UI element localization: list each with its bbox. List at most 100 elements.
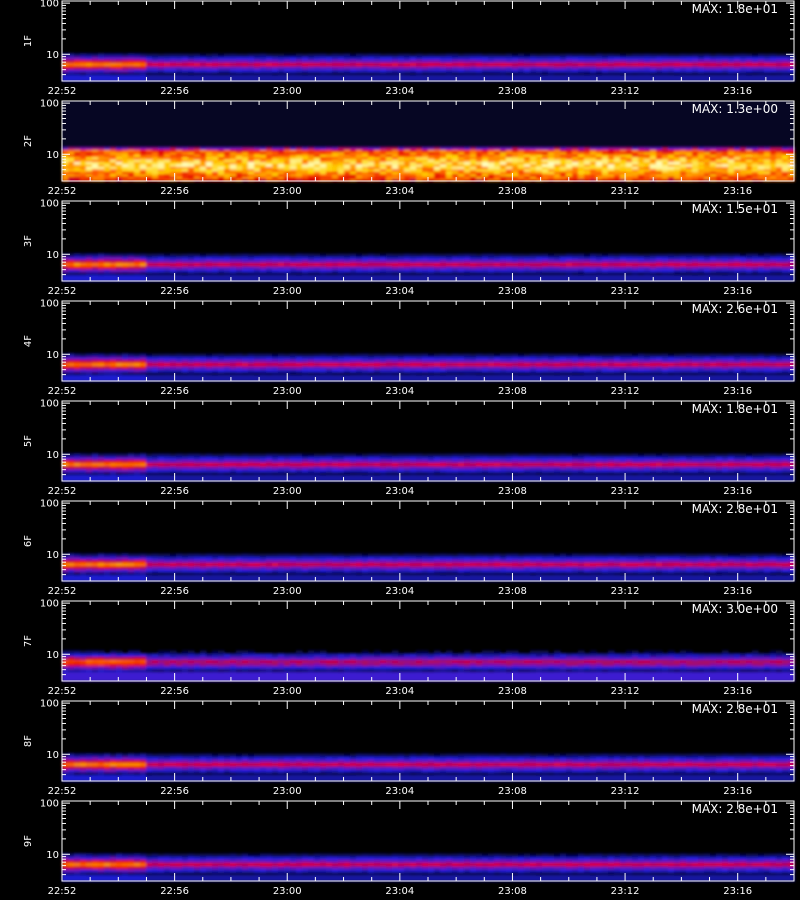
heatmap-cell bbox=[404, 77, 411, 82]
heatmap-cell bbox=[410, 146, 417, 150]
heatmap-cell bbox=[116, 359, 123, 364]
heatmap-cell bbox=[398, 353, 405, 357]
heatmap-cell bbox=[530, 62, 537, 67]
heatmap-cell bbox=[218, 53, 225, 57]
heatmap-cell bbox=[152, 154, 159, 158]
heatmap-cell bbox=[614, 277, 621, 282]
heatmap-cell bbox=[386, 268, 393, 273]
heatmap-cell bbox=[674, 271, 681, 276]
heatmap-cell bbox=[80, 71, 87, 76]
heatmap-cell bbox=[626, 173, 633, 177]
heatmap-cell bbox=[404, 176, 411, 180]
heatmap-cell bbox=[80, 377, 87, 382]
heatmap-cell bbox=[632, 62, 639, 67]
heatmap-cell bbox=[632, 271, 639, 276]
heatmap-cell bbox=[782, 68, 789, 73]
heatmap-cell bbox=[728, 74, 735, 79]
heatmap-cell bbox=[458, 71, 465, 76]
heatmap-cell bbox=[128, 265, 135, 270]
heatmap-cell bbox=[530, 168, 537, 172]
heatmap-cell bbox=[500, 353, 507, 357]
heatmap-cell bbox=[458, 159, 465, 162]
heatmap-cell bbox=[74, 159, 81, 162]
heatmap-cell bbox=[182, 173, 189, 177]
heatmap-cell bbox=[548, 277, 555, 282]
heatmap-cell bbox=[206, 65, 213, 70]
heatmap-cell bbox=[626, 256, 633, 260]
heatmap-cell bbox=[86, 56, 93, 60]
heatmap-cell bbox=[104, 163, 111, 167]
heatmap-cell bbox=[608, 173, 615, 177]
heatmap-cell bbox=[542, 151, 549, 155]
heatmap-cell bbox=[410, 168, 417, 172]
heatmap-cell bbox=[632, 149, 639, 153]
heatmap-cell bbox=[266, 161, 273, 165]
heatmap-cell bbox=[308, 265, 315, 270]
heatmap-cell bbox=[260, 77, 267, 82]
heatmap-cell bbox=[398, 65, 405, 70]
heatmap-cell bbox=[410, 173, 417, 177]
heatmap-cell bbox=[266, 259, 273, 264]
heatmap-cell bbox=[374, 377, 381, 382]
heatmap-cell bbox=[578, 53, 585, 57]
heatmap-cell bbox=[362, 77, 369, 82]
heatmap-cell bbox=[116, 256, 123, 260]
heatmap-cell bbox=[230, 259, 237, 264]
heatmap-cell bbox=[338, 377, 345, 382]
heatmap-cell bbox=[254, 166, 261, 170]
heatmap-cell bbox=[98, 259, 105, 264]
heatmap-cell bbox=[128, 154, 135, 158]
heatmap-cell bbox=[506, 268, 513, 273]
heatmap-cell bbox=[632, 256, 639, 260]
x-axis: 22:52 22:56 23:00 23:04 23:08 23:12 23:16 bbox=[48, 101, 795, 197]
heatmap-cell bbox=[398, 159, 405, 162]
heatmap-cell bbox=[356, 171, 363, 175]
heatmap-cell bbox=[374, 56, 381, 60]
heatmap-cell bbox=[344, 377, 351, 382]
heatmap-cell bbox=[164, 159, 171, 162]
heatmap-cell bbox=[554, 371, 561, 376]
heatmap-cell bbox=[428, 362, 435, 367]
heatmap-cell bbox=[758, 161, 765, 165]
heatmap-cell bbox=[326, 353, 333, 357]
heatmap-cell bbox=[578, 159, 585, 162]
heatmap-cell bbox=[620, 77, 627, 82]
heatmap-cell bbox=[530, 163, 537, 167]
heatmap-cell bbox=[242, 149, 249, 153]
heatmap-cell bbox=[530, 74, 537, 79]
heatmap-cell bbox=[578, 271, 585, 276]
heatmap-cell bbox=[134, 253, 141, 257]
heatmap-cell bbox=[482, 59, 489, 64]
heatmap-cell bbox=[80, 256, 87, 260]
heatmap-cell bbox=[92, 154, 99, 158]
heatmap-cell bbox=[578, 71, 585, 76]
heatmap-cell bbox=[692, 59, 699, 64]
heatmap-cell bbox=[80, 74, 87, 79]
heatmap-cell bbox=[602, 159, 609, 162]
heatmap-cell bbox=[704, 173, 711, 177]
heatmap-cell bbox=[416, 161, 423, 165]
heatmap-cell bbox=[290, 62, 297, 67]
heatmap-cell bbox=[608, 178, 615, 182]
heatmap-cell bbox=[578, 77, 585, 82]
heatmap-cell bbox=[332, 274, 339, 279]
heatmap-cell bbox=[182, 163, 189, 167]
heatmap-cell bbox=[488, 259, 495, 264]
heatmap-cell bbox=[374, 176, 381, 180]
heatmap-cell bbox=[98, 178, 105, 182]
heatmap-cell bbox=[92, 62, 99, 67]
heatmap-cell bbox=[422, 274, 429, 279]
heatmap-cell bbox=[128, 59, 135, 64]
heatmap-cell bbox=[362, 171, 369, 175]
heatmap-cell bbox=[632, 68, 639, 73]
heatmap-cell bbox=[470, 168, 477, 172]
heatmap-cell bbox=[308, 262, 315, 267]
heatmap-cell bbox=[212, 151, 219, 155]
heatmap-cell bbox=[128, 53, 135, 57]
heatmap-cell bbox=[386, 62, 393, 67]
heatmap-cell bbox=[140, 377, 147, 382]
heatmap-cell bbox=[596, 173, 603, 177]
heatmap-cell bbox=[242, 377, 249, 382]
heatmap-cell bbox=[248, 74, 255, 79]
heatmap-cell bbox=[656, 156, 663, 160]
